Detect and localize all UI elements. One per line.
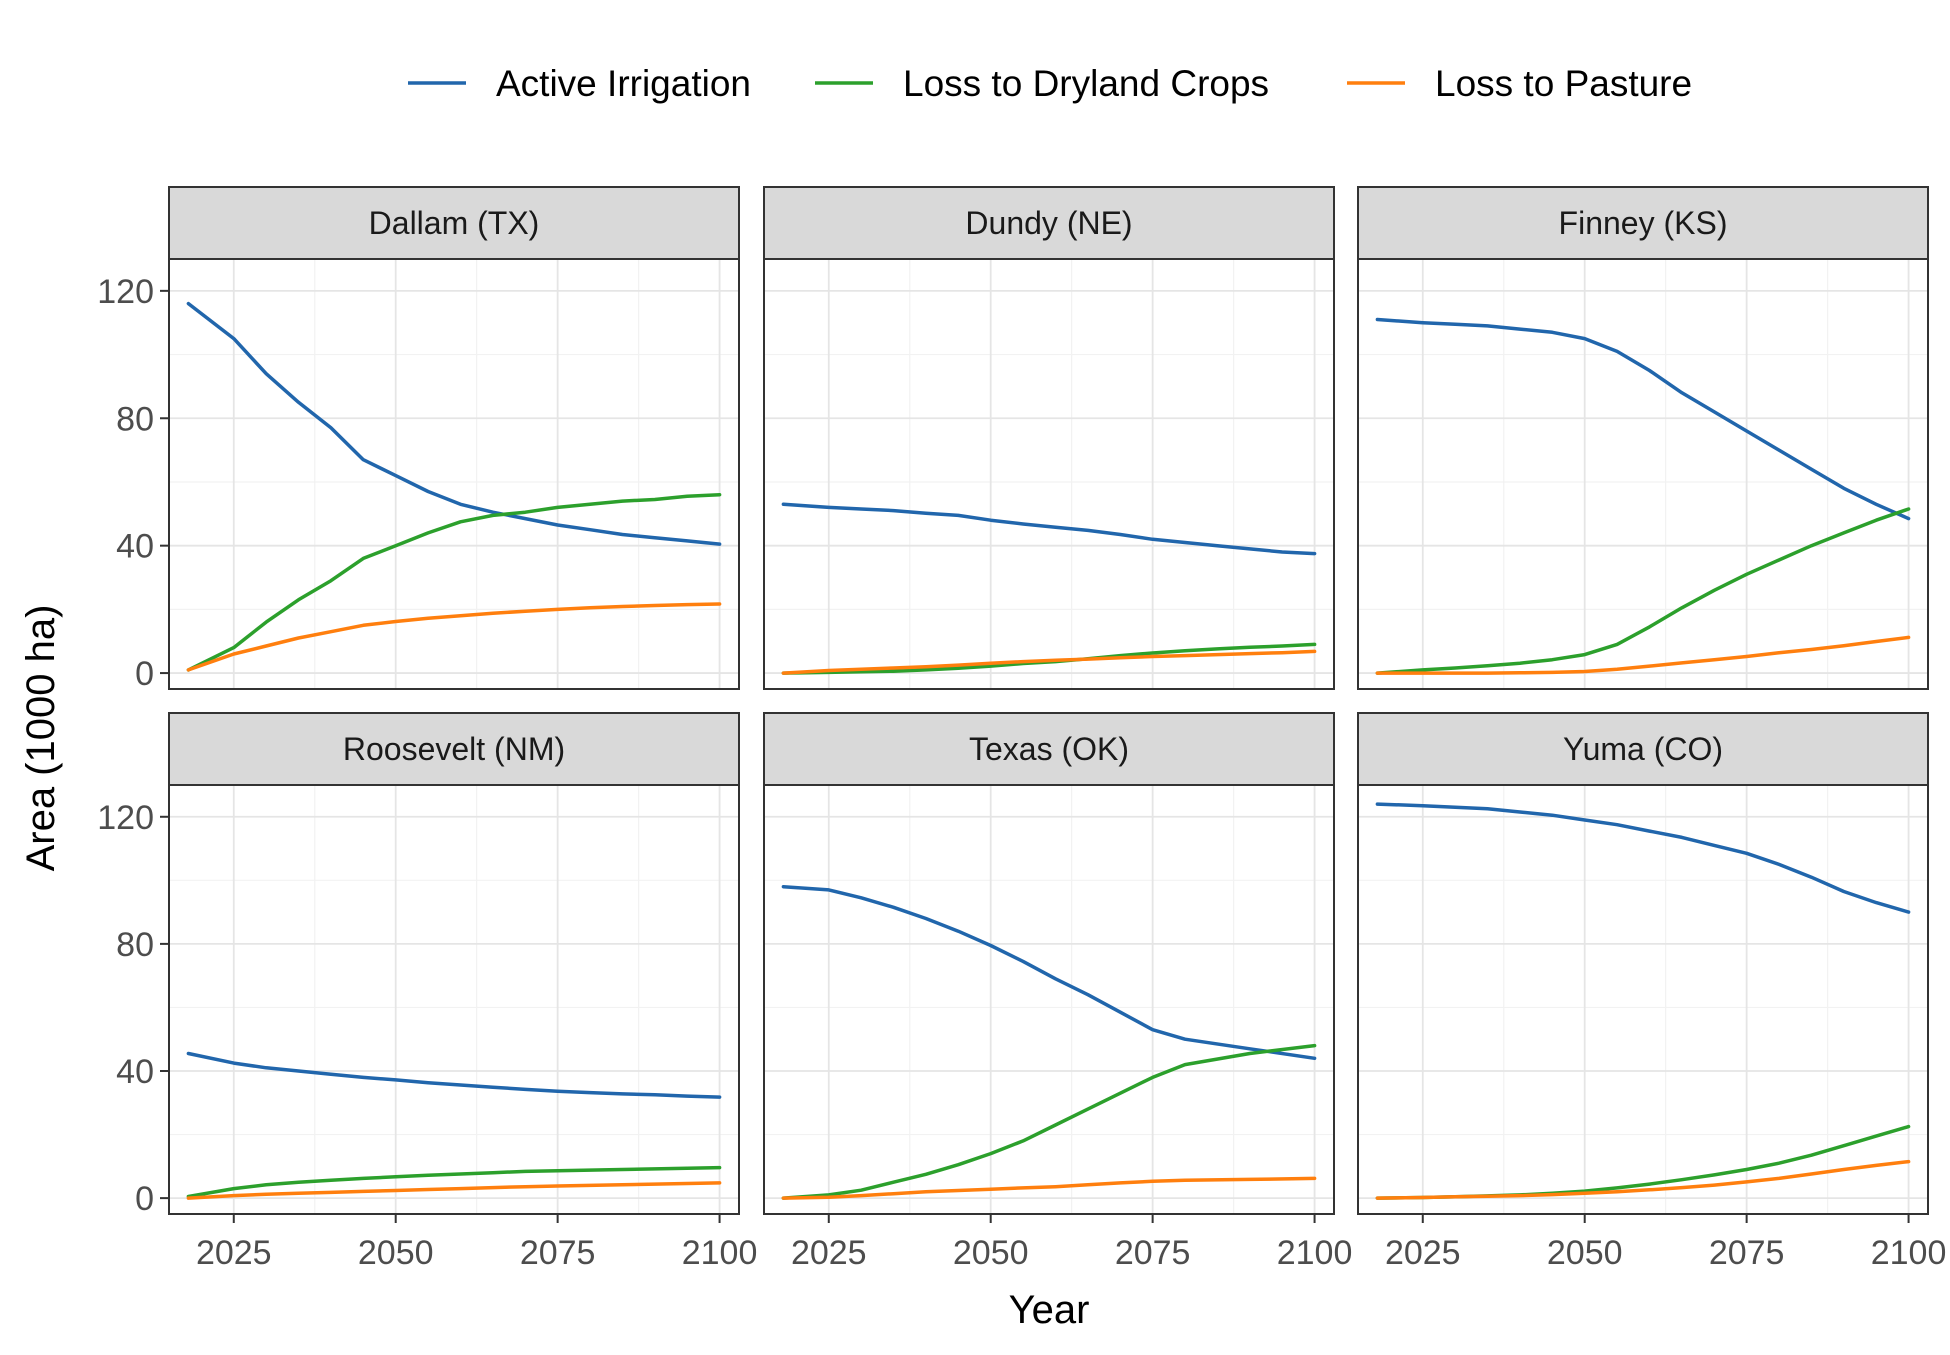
y-tick-label: 120 xyxy=(97,799,154,837)
legend-item-loss-to-pasture: Loss to Pasture xyxy=(1347,63,1692,104)
panel-dundy-ne: Dundy (NE) xyxy=(763,186,1335,690)
y-tick-label: 40 xyxy=(116,1053,154,1091)
y-tick-label: 40 xyxy=(116,528,154,566)
panel-background xyxy=(764,785,1334,1214)
panel-title-roosevelt-nm: Roosevelt (NM) xyxy=(343,731,565,767)
panel-border xyxy=(763,258,1335,690)
panel-strip xyxy=(1357,186,1929,260)
x-tick-label: 2075 xyxy=(1115,1234,1191,1272)
x-tick-label: 2025 xyxy=(791,1234,867,1272)
series-line-loss-to-pasture xyxy=(781,649,1317,675)
series-line-loss-to-dryland-crops xyxy=(781,1043,1317,1200)
legend-label-loss-to-dryland-crops: Loss to Dryland Crops xyxy=(903,63,1269,104)
series-line-loss-to-pasture xyxy=(186,1181,722,1200)
panel-roosevelt-nm: Roosevelt (NM) 0 40 80 120 2025 2050 2075 2100 xyxy=(97,712,758,1272)
panel-strip xyxy=(168,186,740,260)
x-tick-label: 2100 xyxy=(682,1234,758,1272)
series-line-active-irrigation xyxy=(1375,317,1911,521)
panel-border xyxy=(1357,784,1929,1215)
x-tick-label: 2050 xyxy=(953,1234,1029,1272)
series-line-loss-to-dryland-crops xyxy=(186,492,722,672)
y-tick-label: 120 xyxy=(97,273,154,311)
x-tick-label: 2075 xyxy=(520,1234,596,1272)
legend-label-active-irrigation: Active Irrigation xyxy=(496,63,751,104)
panel-title-texas-ok: Texas (OK) xyxy=(969,731,1129,767)
panel-strip xyxy=(168,712,740,786)
panel-background xyxy=(1358,785,1928,1214)
series-line-loss-to-pasture xyxy=(1375,1159,1911,1200)
series-line-active-irrigation xyxy=(186,301,722,546)
gridlines xyxy=(1358,785,1928,1214)
gridlines xyxy=(1358,259,1928,689)
panel-dallam-tx: Dallam (TX) 0 40 80 120 xyxy=(97,186,740,693)
series-line-loss-to-dryland-crops xyxy=(186,1165,722,1199)
panel-title-dallam-tx: Dallam (TX) xyxy=(369,205,540,241)
x-tick-label: 2100 xyxy=(1871,1234,1947,1272)
panel-border xyxy=(763,784,1335,1215)
panel-finney-ks: Finney (KS) xyxy=(1357,186,1929,690)
panel-yuma-co: Yuma (CO) 2025 2050 2075 2100 xyxy=(1357,712,1947,1272)
series-line-loss-to-dryland-crops xyxy=(1375,507,1911,675)
series-line-active-irrigation xyxy=(781,884,1317,1061)
panel-strip xyxy=(763,712,1335,786)
panel-background xyxy=(169,785,739,1214)
legend-label-loss-to-pasture: Loss to Pasture xyxy=(1435,63,1692,104)
y-tick-label: 80 xyxy=(116,400,154,438)
y-tick-label: 0 xyxy=(135,655,154,693)
x-tick-label: 2050 xyxy=(358,1234,434,1272)
panel-strip xyxy=(1357,712,1929,786)
series-line-loss-to-pasture xyxy=(186,602,722,672)
x-tick-label: 2025 xyxy=(196,1234,272,1272)
panel-title-dundy-ne: Dundy (NE) xyxy=(965,205,1132,241)
panel-strip xyxy=(763,186,1335,260)
panel-background xyxy=(169,259,739,689)
gridlines xyxy=(169,259,739,689)
series-line-active-irrigation xyxy=(186,1051,722,1099)
gridlines xyxy=(764,785,1334,1214)
series-line-active-irrigation xyxy=(1375,802,1911,914)
x-tick-label: 2075 xyxy=(1709,1234,1785,1272)
panel-texas-ok: Texas (OK) 2025 2050 2075 2100 xyxy=(763,712,1353,1272)
x-tick-label: 2025 xyxy=(1385,1234,1461,1272)
panel-border xyxy=(168,784,740,1215)
panel-title-yuma-co: Yuma (CO) xyxy=(1563,731,1723,767)
panel-border xyxy=(168,258,740,690)
panel-background xyxy=(1358,259,1928,689)
panel-title-finney-ks: Finney (KS) xyxy=(1559,205,1728,241)
series-line-loss-to-pasture xyxy=(1375,635,1911,675)
x-tick-label: 2050 xyxy=(1547,1234,1623,1272)
legend-item-loss-to-dryland-crops: Loss to Dryland Crops xyxy=(815,63,1269,104)
panel-background xyxy=(764,259,1334,689)
series-line-active-irrigation xyxy=(781,502,1317,556)
series-line-loss-to-pasture xyxy=(781,1176,1317,1200)
x-tick-label: 2100 xyxy=(1277,1234,1353,1272)
y-axis-title: Area (1000 ha) xyxy=(19,605,63,872)
y-tick-label: 0 xyxy=(135,1180,154,1218)
gridlines xyxy=(169,785,739,1214)
panels: Dallam (TX) 0 40 80 120 Dundy (NE) Finney (KS)… xyxy=(97,186,1947,1272)
gridlines xyxy=(764,259,1334,689)
legend: Active Irrigation Loss to Dryland Crops Lo… xyxy=(408,63,1692,104)
y-tick-label: 80 xyxy=(116,926,154,964)
legend-item-active-irrigation: Active Irrigation xyxy=(408,63,751,104)
panel-border xyxy=(1357,258,1929,690)
x-axis-title: Year xyxy=(1009,1288,1090,1332)
